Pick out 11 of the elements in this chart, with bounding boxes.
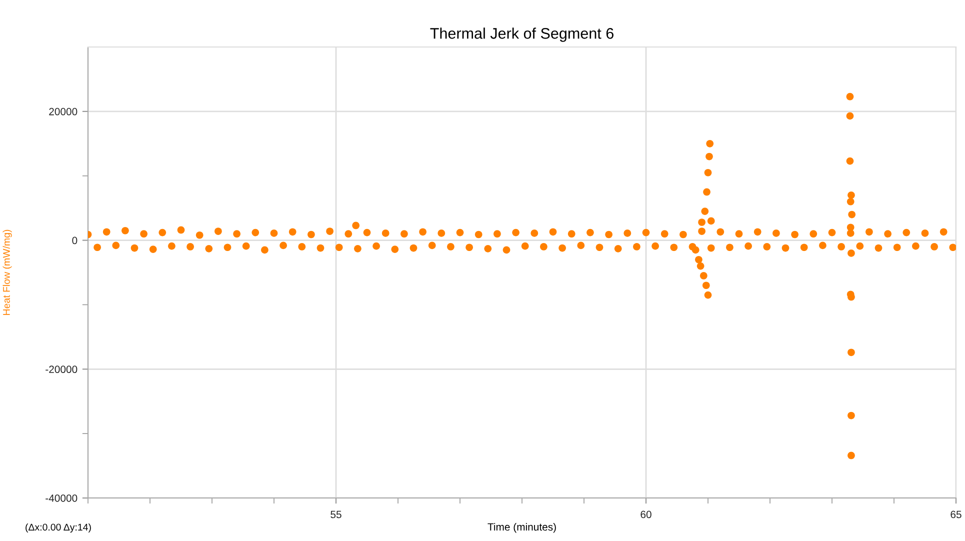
y-tick-label: -40000 (46, 494, 78, 502)
y-tick-label: 0 (72, 236, 78, 244)
x-axis-title: Time (minutes) (488, 522, 556, 533)
y-tick-label: 20000 (49, 108, 78, 116)
y-tick-label: -20000 (46, 366, 78, 374)
y-axis-title: Heat Flow (mW/mg) (2, 230, 12, 315)
x-tick-label: 55 (330, 510, 342, 518)
x-tick-label: 60 (640, 510, 652, 518)
chart-title: Thermal Jerk of Segment 6 (430, 28, 614, 42)
text: (Δx:0.00 Δy:14) (26, 523, 91, 533)
x-tick-label: 65 (950, 510, 962, 518)
